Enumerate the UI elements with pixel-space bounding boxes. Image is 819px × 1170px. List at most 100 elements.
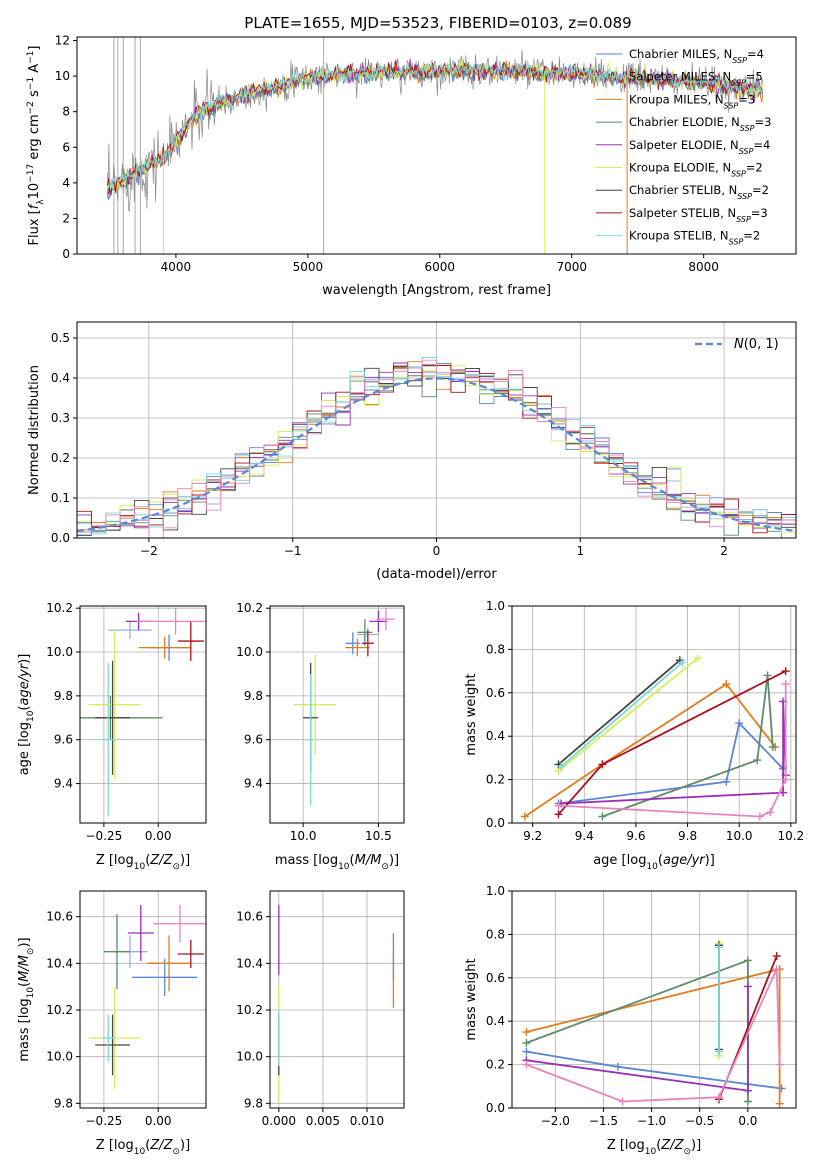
y-axis-label: Flux [fλ10−17 erg cm−2 s−1 A−1]	[26, 46, 46, 246]
x-tick-label: 0.00	[145, 829, 172, 843]
y-tick-label: 10.6	[46, 910, 73, 924]
mass-weight-marker	[772, 952, 781, 961]
mass-weight-marker	[781, 775, 790, 784]
spectrum-panel: 4000 5000 6000 7000 8000 0 2 4 6 8 10 12 wavelength …	[26, 34, 797, 298]
mass-weight-marker	[522, 1047, 531, 1056]
y-tick-label: 0.5	[51, 331, 70, 345]
legend-label: Chabrier ELODIE, NSSP=3	[629, 115, 771, 133]
axes-frame	[76, 321, 797, 539]
legend-label: Chabrier MILES, NSSP=4	[629, 47, 764, 65]
mass-weight-marker	[763, 671, 772, 680]
y-tick-label: 10.4	[236, 956, 263, 970]
y-tick-label: 10.0	[236, 1050, 263, 1064]
y-tick-label: 9.6	[54, 733, 73, 747]
x-tick-label: 0.00	[145, 1114, 172, 1128]
axes-frame	[269, 890, 405, 1109]
mass-weight-marker	[714, 943, 723, 952]
x-tick-label: 7000	[556, 260, 587, 274]
x-tick-label: −1.5	[589, 1114, 618, 1128]
x-tick-label: 10.0	[726, 829, 753, 843]
mass-weight-marker	[781, 667, 790, 676]
y-tick-label: 0.8	[486, 642, 505, 656]
normal-curve	[77, 377, 796, 533]
mass-weight-marker	[618, 1097, 627, 1106]
axes-frame	[511, 605, 797, 824]
axes-frame	[79, 605, 207, 824]
y-tick-label: 9.6	[244, 733, 263, 747]
mass_vs_EBV-panel: 0.000 0.005 0.010 9.8 10.0 10.2 10.4 10.6	[236, 890, 405, 1128]
y-tick-label: 0.0	[51, 531, 70, 545]
y-tick-label: 0.0	[486, 1101, 505, 1115]
mass-weight-marker	[743, 982, 752, 991]
mass-weight-marker	[557, 762, 566, 771]
mass-weight-line	[526, 1050, 782, 1090]
legend-label: N(0, 1)	[734, 337, 779, 352]
mass-weight-marker	[554, 810, 563, 819]
spectrum-model-line	[106, 59, 764, 192]
x-axis-label: Z [log10(Z/Z⊙)]	[96, 1138, 190, 1157]
y-tick-label: 9.8	[244, 1096, 263, 1110]
y-tick-label: 0.3	[51, 411, 70, 425]
mass-weight-marker	[772, 965, 781, 974]
x-tick-label: 10.0	[290, 829, 317, 843]
y-tick-label: 10.0	[46, 645, 73, 659]
massweight_vs_Z-marks	[522, 939, 786, 1108]
mass-weight-marker	[598, 760, 607, 769]
y-tick-label: 0.4	[486, 1014, 505, 1028]
axes-frame	[269, 605, 405, 824]
mass_vs_Z-panel: −0.25 0.00 9.8 10.0 10.2 10.4 10.6 Z [log10(Z/Z…	[17, 890, 207, 1157]
spectrum-legend: Chabrier MILES, NSSP=4 Salpeter MILES, NS…	[596, 47, 771, 246]
mass-weight-marker	[714, 1093, 723, 1102]
residuals-marks	[77, 357, 796, 538]
x-axis-label: Z [log10(Z/Z⊙)]	[607, 1138, 701, 1157]
legend-label: Kroupa STELIB, NSSP=2	[629, 229, 760, 247]
x-tick-label: −0.25	[86, 829, 123, 843]
y-axis-label: mass weight	[464, 673, 479, 755]
mass-weight-line	[557, 657, 699, 772]
massweight_vs_Z-panel: −2.0 −1.5 −1.0 −0.5 0.0 0.0 0.2 0.4 0.6 0.8 1.0 Z […	[464, 884, 797, 1157]
mass-weight-line	[561, 701, 787, 805]
massweight_vs_age-marks	[520, 654, 790, 821]
y-tick-label: 10.2	[46, 1003, 73, 1017]
y-tick-label: 0.4	[486, 729, 505, 743]
spectrum-model-line	[107, 59, 764, 188]
y-tick-label: 0.2	[51, 451, 70, 465]
mass-weight-marker	[766, 808, 775, 817]
x-tick-label: 9.4	[575, 829, 594, 843]
mass-weight-marker	[678, 658, 687, 667]
mass-weight-marker	[598, 812, 607, 821]
legend-label: Kroupa MILES, NSSP=3	[629, 92, 755, 110]
x-tick-label: 0.0	[738, 1114, 757, 1128]
mass-weight-marker	[554, 801, 563, 810]
mass-weight-marker	[743, 1097, 752, 1106]
y-tick-label: 0.1	[51, 491, 70, 505]
y-tick-label: 0.6	[486, 971, 505, 985]
mass-weight-marker	[743, 1086, 752, 1095]
age_vs_mass-panel: 10.0 10.5 9.4 9.6 9.8 10.0 10.2 mass [log10(M/M…	[236, 601, 405, 872]
mass-weight-marker	[753, 756, 762, 765]
mass-weight-marker	[722, 680, 731, 689]
x-tick-label: 9.6	[626, 829, 645, 843]
mass-weight-marker	[522, 1038, 531, 1047]
spectrum-model-line	[106, 59, 764, 194]
x-tick-label: 8000	[688, 260, 719, 274]
legend-label: Kroupa ELODIE, NSSP=2	[629, 161, 763, 179]
x-tick-label: 0	[433, 544, 441, 558]
x-tick-label: −1.0	[637, 1114, 666, 1128]
y-axis-label: age [log10(age/yr)]	[17, 654, 36, 776]
y-tick-label: 9.4	[54, 777, 73, 791]
x-tick-label: −2.0	[541, 1114, 570, 1128]
axes-frame	[511, 890, 797, 1109]
mass-weight-marker	[735, 719, 744, 728]
mass-weight-marker	[768, 743, 777, 752]
y-tick-label: 0.2	[486, 1058, 505, 1072]
y-tick-label: 9.8	[54, 689, 73, 703]
x-tick-label: −0.5	[685, 1114, 714, 1128]
legend-label: Salpeter STELIB, NSSP=3	[629, 206, 768, 224]
age_vs_mass-marks	[294, 608, 395, 806]
x-tick-label: 0.005	[306, 1114, 340, 1128]
mass-weight-marker	[714, 1047, 723, 1056]
legend-label: Salpeter ELODIE, NSSP=4	[629, 138, 770, 156]
x-axis-label: mass [log10(M/M⊙)]	[275, 853, 399, 872]
y-tick-label: 1.0	[486, 884, 505, 898]
